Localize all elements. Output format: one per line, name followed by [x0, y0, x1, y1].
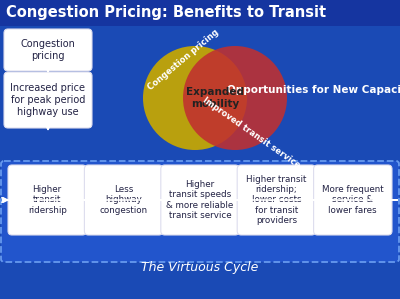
FancyBboxPatch shape — [237, 165, 316, 235]
FancyBboxPatch shape — [161, 165, 239, 235]
Text: Higher
transit
ridership: Higher transit ridership — [28, 185, 67, 215]
Text: Higher
transit speeds
& more reliable
transit service: Higher transit speeds & more reliable tr… — [166, 180, 234, 220]
FancyBboxPatch shape — [84, 165, 163, 235]
Text: Congestion Pricing: Benefits to Transit: Congestion Pricing: Benefits to Transit — [6, 5, 326, 21]
Text: Increased price
for peak period
highway use: Increased price for peak period highway … — [10, 83, 86, 117]
Text: Higher transit
ridership;
lower costs
for transit
providers: Higher transit ridership; lower costs fo… — [246, 175, 306, 225]
FancyBboxPatch shape — [8, 165, 86, 235]
Text: Expanded
mobility: Expanded mobility — [186, 87, 244, 109]
FancyBboxPatch shape — [314, 165, 392, 235]
FancyBboxPatch shape — [0, 0, 400, 26]
Text: Less
highway
congestion: Less highway congestion — [100, 185, 148, 215]
FancyBboxPatch shape — [1, 161, 399, 262]
Text: Congestion
pricing: Congestion pricing — [20, 39, 76, 61]
Circle shape — [183, 46, 287, 150]
Text: Improved transit service: Improved transit service — [201, 96, 301, 170]
Text: The Virtuous Cycle: The Virtuous Cycle — [141, 260, 259, 274]
FancyBboxPatch shape — [4, 72, 92, 128]
Text: More frequent
service &
lower fares: More frequent service & lower fares — [322, 185, 384, 215]
Text: Congestion pricing: Congestion pricing — [146, 28, 220, 92]
Text: Opportunities for New Capacity: Opportunities for New Capacity — [227, 85, 400, 95]
Circle shape — [143, 46, 247, 150]
FancyBboxPatch shape — [4, 29, 92, 71]
